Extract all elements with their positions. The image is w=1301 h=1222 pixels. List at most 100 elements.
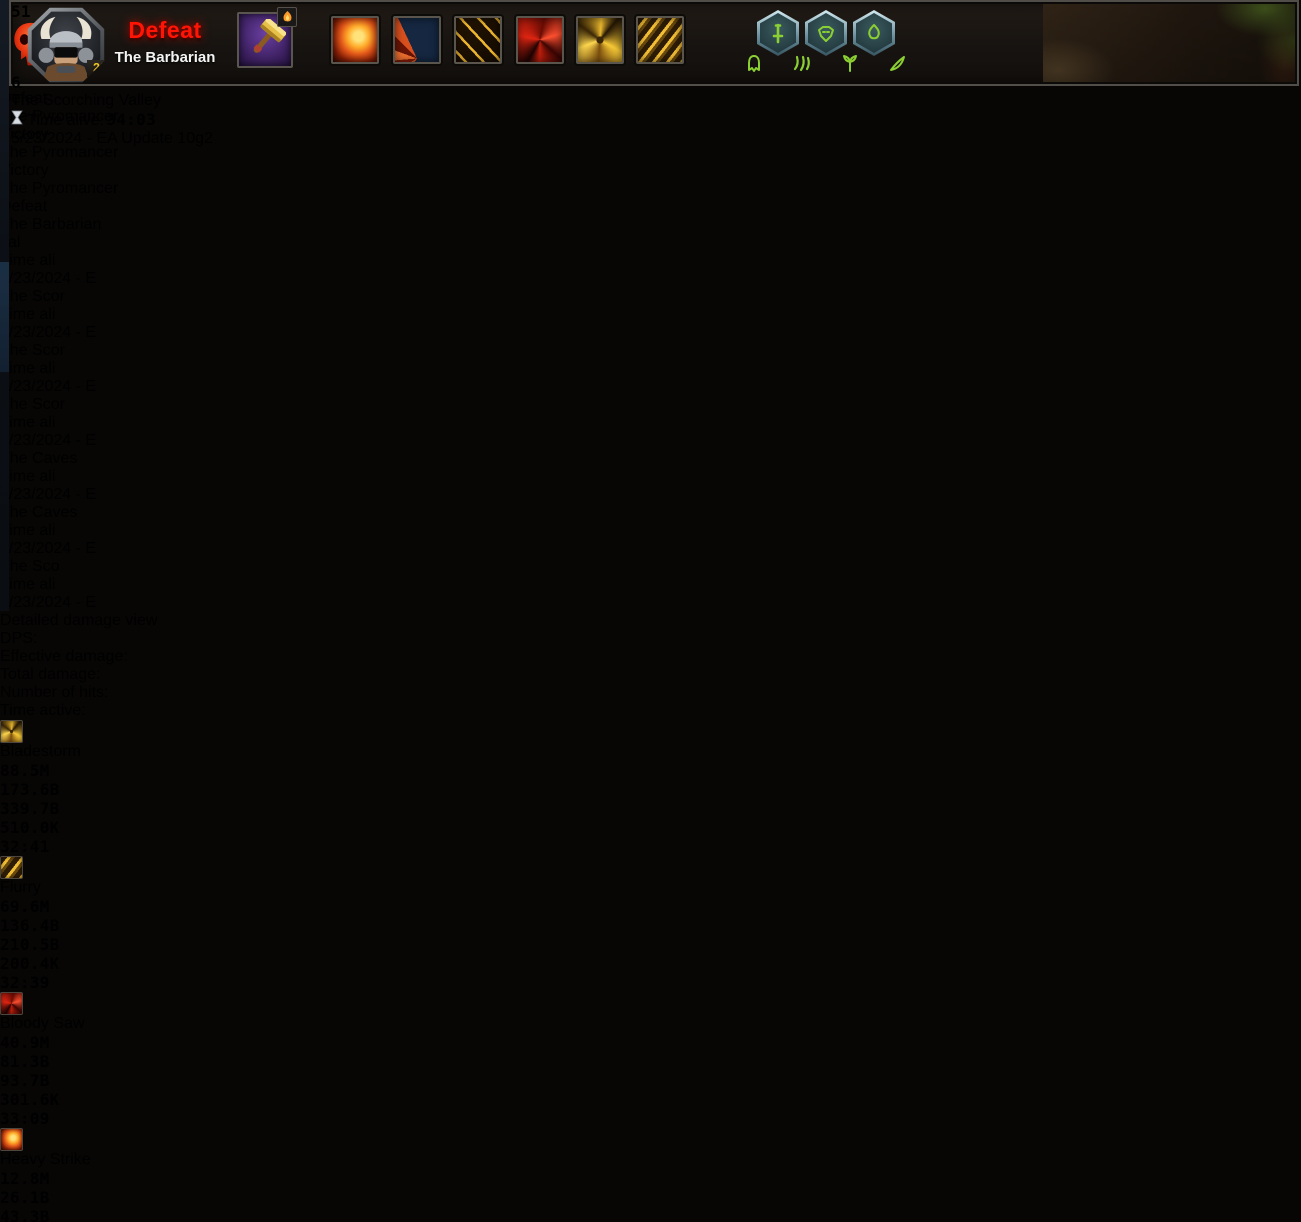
flame-badge <box>277 7 297 27</box>
effective-damage-value: 26.1B <box>0 1188 50 1207</box>
ghost-text: The Barbarian <box>0 216 102 233</box>
ghost-text: Time ali <box>0 468 56 485</box>
ghost-background-layer: The PyromancerHQDefeatThe PyromancerVict… <box>0 54 1301 612</box>
ghost-text: The Caves <box>0 504 78 521</box>
petals-glyph-icon <box>843 54 857 72</box>
ghost-text: Defeat <box>0 90 48 107</box>
time-alive-label: Time alive: <box>27 112 104 129</box>
ghost-text: Time ali <box>0 360 56 377</box>
time-active-value: 32:41 <box>0 837 50 856</box>
trait-badge-scythe <box>877 40 919 86</box>
ghost-text: 5/23/2024 - E <box>0 432 97 449</box>
column-header: DPS: <box>0 630 38 647</box>
ghost-text: 5/23/2024 - E <box>0 324 97 341</box>
skill-name: Flurry <box>0 879 41 896</box>
damage-table: Bladestorm 88.5M 173.6B 339.7B 510.0K 32:41 Fl… <box>0 720 1301 1222</box>
location-scene-art <box>1043 4 1295 82</box>
ability-icon-ground-slam <box>393 16 441 64</box>
table-row-skill: Bladestorm <box>0 720 1301 761</box>
ghost-text: Victory <box>0 162 49 179</box>
beast-glyph-icon <box>818 25 834 42</box>
ghost-text: The Sco <box>0 558 60 575</box>
trait-badge-petals <box>829 40 871 86</box>
skill-icon-swirl-red <box>0 992 23 1015</box>
ghost-text: val <box>0 234 21 251</box>
ability-icon-bladestorm <box>576 16 624 64</box>
ability-icon-bloody-saw <box>516 16 564 64</box>
ghost-text: Time ali <box>0 522 56 539</box>
table-row-skill: Bloody Saw <box>0 992 1301 1033</box>
total-damage-value: 339.7B <box>0 799 60 818</box>
ability-icon-flurry <box>636 16 684 64</box>
ghost-text: The Scor <box>0 288 65 305</box>
hourglass-icon <box>11 110 23 125</box>
skill-icon-daggers-gold <box>0 856 23 879</box>
ghost-text: The Pyromancer <box>0 180 119 197</box>
ghost-text: 5/23/2024 - E <box>0 270 97 287</box>
ability-icon-heavy-strike <box>331 16 379 64</box>
ghost-text: 5/23/2024 - E <box>0 594 97 611</box>
column-header: Total damage: <box>0 666 101 683</box>
dps-value: 40.9M <box>0 1033 50 1052</box>
trait-badge-beast <box>805 10 847 56</box>
column-header: Effective damage: <box>0 648 128 665</box>
flame-icon <box>283 10 291 21</box>
time-alive-banner: Time alive: 34:03 <box>11 110 1297 130</box>
dps-value: 69.6M <box>0 897 50 916</box>
skill-icon-swirl-gold <box>0 720 23 743</box>
sprout-glyph-icon <box>868 23 880 39</box>
time-active-value: 33:09 <box>0 1109 50 1128</box>
hits-value: 301.6K <box>0 1090 60 1109</box>
ghost-text: 5/23/2024 - E <box>0 540 97 557</box>
dps-value: 12.8M <box>0 1169 50 1188</box>
ghost-text: The Caves <box>0 450 78 467</box>
ghost-text: 5/23/2024 - E <box>0 486 97 503</box>
table-row-skill: Flurry <box>0 856 1301 897</box>
ghost-text: Time ali <box>0 306 56 323</box>
table-header: DPS: Effective damage: Total damage: Number… <box>0 630 1301 720</box>
ghost-text: The Scor <box>0 342 65 359</box>
underlying-screen-edge <box>0 0 9 611</box>
top-bar: 226 Defeat The Barbarian 51 <box>9 0 1299 147</box>
column-header: Time active: <box>0 702 86 719</box>
battle-result-block: Defeat The Barbarian <box>107 17 223 66</box>
build-version: 5/23/2024 - EA Update 10g2 <box>11 130 213 147</box>
ghost-text: Victory <box>0 126 49 143</box>
sword-glyph-icon <box>772 23 784 43</box>
location-info: The Scorching Valley Time alive: 34:03 5… <box>11 92 1297 148</box>
ghost-text: The Scor <box>0 396 65 413</box>
time-active-value: 32:39 <box>0 973 50 992</box>
column-header: Number of hits: <box>0 684 109 701</box>
claw-glyph-icon <box>793 55 810 71</box>
trait-badge-ghost <box>733 40 775 86</box>
viking-portrait-icon <box>38 16 94 81</box>
ghost-text: The Pyromancer <box>0 108 119 125</box>
effective-damage-value: 173.6B <box>0 780 60 799</box>
total-damage-value: 43.3B <box>0 1207 50 1222</box>
ability-icon-on-guard <box>454 16 502 64</box>
page-title: Detailed damage view <box>0 612 158 629</box>
trait-badge-sprout <box>853 10 895 56</box>
table-row-skill: Heavy Strike <box>0 1128 1301 1169</box>
player-class-name: The Barbarian <box>114 49 216 66</box>
avatar: 226 <box>27 7 105 83</box>
gem-count: 51 <box>11 2 31 21</box>
effective-damage-value: 136.4B <box>0 916 60 935</box>
skill-icon-fireball <box>0 1128 23 1151</box>
skill-name: Bloody Saw <box>0 1015 85 1032</box>
total-damage-value: 93.7B <box>0 1071 50 1090</box>
hits-value: 510.0K <box>0 818 60 837</box>
skull-count: 6 <box>11 73 21 92</box>
golden-hammer-icon <box>253 19 286 53</box>
hits-value: 200.4K <box>0 954 60 973</box>
dps-value: 88.5M <box>0 761 50 780</box>
location-title: The Scorching Valley <box>11 92 161 109</box>
background-blue-shape <box>0 262 9 372</box>
ghost-text: Defeat <box>0 198 48 215</box>
weapon-icon <box>237 7 297 68</box>
skill-name: Bladestorm <box>0 743 81 760</box>
battle-result: Defeat <box>128 17 202 43</box>
trait-badge-claw <box>781 40 823 86</box>
ghost-text: Time ali <box>0 252 56 269</box>
scythe-glyph-icon <box>890 55 905 71</box>
